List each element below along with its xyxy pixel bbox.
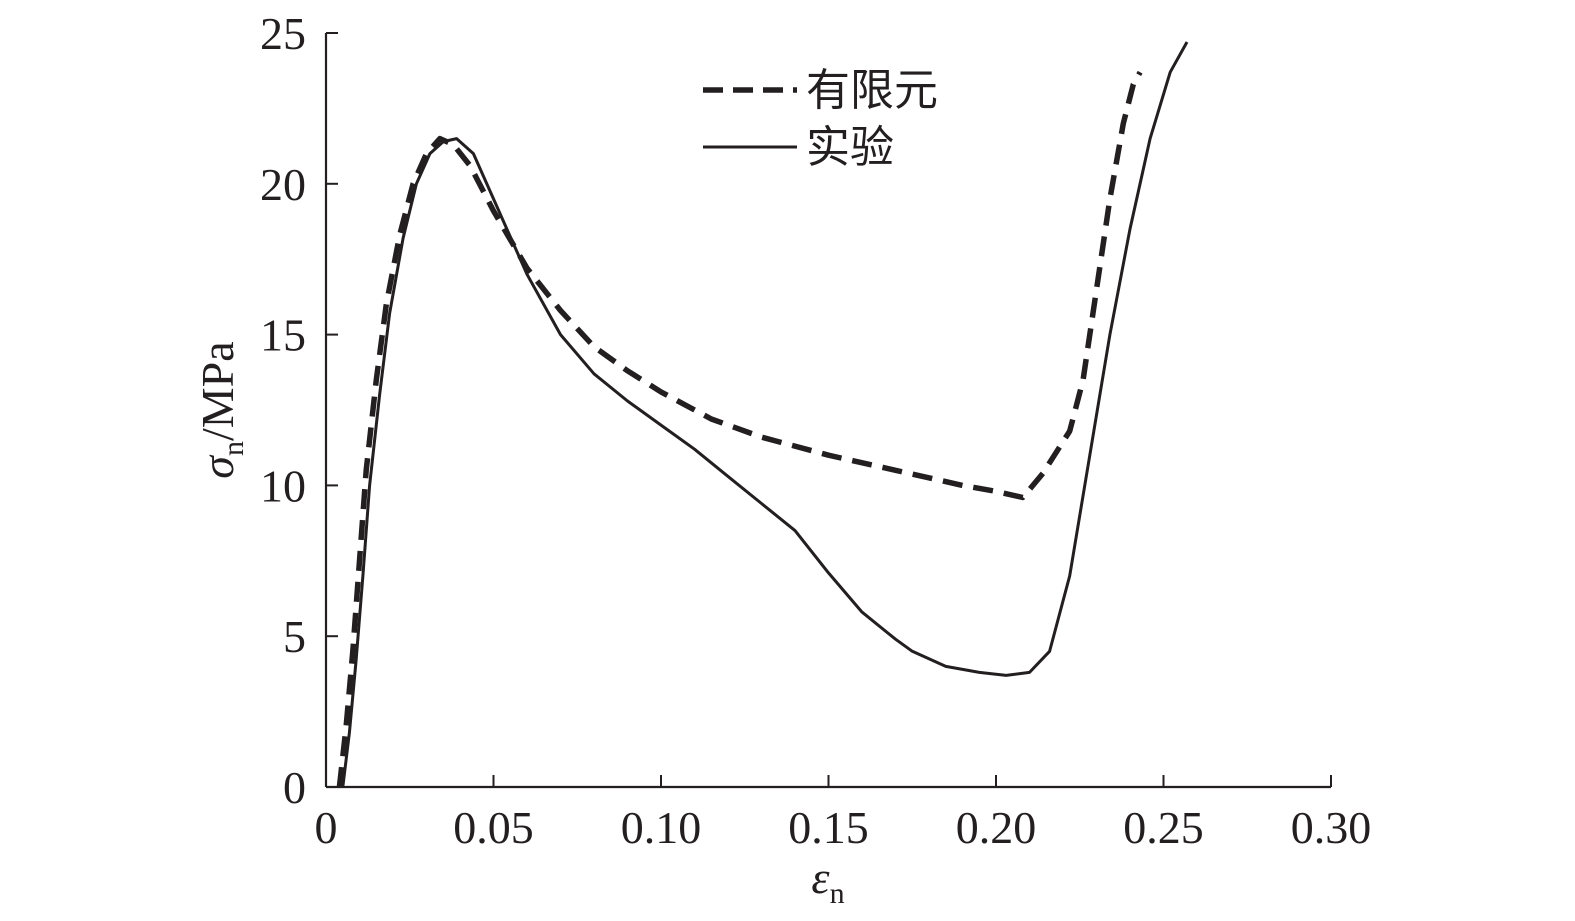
- y-axis-title: σn/MPa: [192, 341, 250, 478]
- y-tick-label: 25: [260, 8, 306, 59]
- y-axis-subscript: n: [217, 441, 250, 456]
- legend-label-experiment: 实验: [806, 122, 894, 173]
- x-tick-label: 0.05: [453, 802, 534, 853]
- y-tick-label: 15: [260, 310, 306, 361]
- axes-layer: 0 0.05 0.10 0.15 0.20 0.25 0.30 0 5 10 15 20 25: [260, 8, 1371, 853]
- y-axis-unit: /MPa: [192, 341, 243, 441]
- x-tick-label: 0.15: [788, 802, 869, 853]
- y-tick-label: 5: [283, 611, 306, 662]
- y-axis-symbol: σ: [192, 454, 243, 479]
- y-tick-label: 10: [260, 460, 306, 511]
- legend: 有限元 实验: [703, 65, 938, 173]
- x-tick-label: 0.25: [1123, 802, 1204, 853]
- x-tick-label: 0.20: [956, 802, 1037, 853]
- x-axis-title: εn: [811, 852, 844, 910]
- x-axis-subscript: n: [830, 877, 845, 910]
- y-tick-label: 20: [260, 159, 306, 210]
- x-tick-label: 0: [315, 802, 338, 853]
- y-tick-label: 0: [283, 762, 306, 813]
- legend-label-fem: 有限元: [806, 65, 938, 116]
- x-axis-symbol: ε: [811, 852, 830, 903]
- series-line-experiment: [341, 41, 1189, 788]
- x-tick-label: 0.10: [621, 802, 702, 853]
- series-layer: [336, 41, 1189, 788]
- x-tick-label: 0.30: [1291, 802, 1372, 853]
- series-line-fem: [336, 70, 1143, 788]
